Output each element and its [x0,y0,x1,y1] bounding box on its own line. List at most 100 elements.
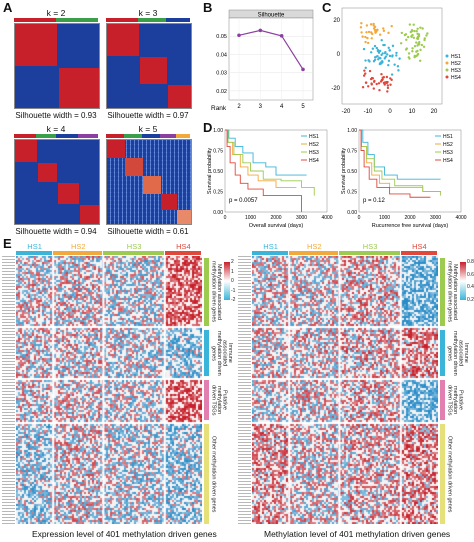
x-tick-label: -10 [364,109,373,115]
row-group-label: Other methylation driven genes [446,435,453,513]
scatter-point [375,82,378,86]
row-group-bar [440,424,445,524]
data-point [279,34,284,38]
survival-curve-hs4 [359,129,431,198]
scatter-point [382,27,385,30]
row-group-label: Other methylation driven genes [210,435,217,513]
legend-label: HS4 [443,158,453,164]
scatter-point [411,47,414,50]
consensus-title-k4: k = 4 [46,124,66,134]
scatter-point [393,63,396,66]
row-dendrogram-left [2,256,15,524]
scatter-point [383,52,387,55]
scatter-point [400,31,404,35]
scatter-point [405,38,408,41]
legend-marker [445,75,449,79]
cluster-bar [78,134,98,138]
cluster-bar [56,18,98,22]
y-tick-label: 0.00 [213,210,223,216]
y-tick-label: 0.03 [216,71,227,77]
scatter-point [389,83,392,86]
scatter-point [373,56,377,59]
scatter-point [398,57,401,60]
scatter-point [369,23,373,26]
scatter-point [387,46,390,50]
scatter-point [378,56,381,60]
panel-label-a: A [3,0,13,15]
scatter-point [372,24,375,27]
legend-marker [445,68,449,72]
cluster-bar [14,18,56,22]
cluster-bar [138,18,166,22]
scatter-point [391,55,394,58]
group-bar-hs4 [164,251,201,255]
row-group-label: Putative methylation driven TSGs [210,384,228,416]
scatter-point [395,54,398,57]
legend-label: HS2 [309,142,319,148]
scatter-point [413,55,416,59]
scatter-point [360,22,363,25]
scatter-point [370,82,373,85]
scatter-point [370,31,373,34]
x-axis-label: Rank [211,105,227,112]
y-tick-label: -20 [331,86,340,92]
expression-heatmap [16,256,202,524]
scatter-point [382,81,386,85]
row-group-label: Methylation associated methylation drive… [446,261,459,323]
color-scale-tick: -1 [231,287,236,294]
cluster-bar [14,134,36,138]
scatter-point [403,33,407,37]
cluster-bar [56,134,78,138]
y-tick-label: 0.75 [347,149,357,155]
row-group-label: Methylation associated methylation drive… [210,261,223,323]
silhouette-width-k2: Silhouette width = 0.93 [15,111,97,120]
panel-label-c: C [322,0,332,15]
x-tick-label: 3000 [296,215,307,221]
x-tick-label: 0 [388,109,392,115]
group-label-hs1: HS1 [27,242,42,251]
row-group-label: Putative methylation driven TSGs [446,384,464,416]
x-tick-label: 3000 [430,215,441,221]
scatter-point [415,50,418,53]
scatter-point [420,43,424,47]
right-heatmap-caption: Methylation level of 401 methylation dri… [264,529,451,539]
chart-title: Silhouette [258,13,285,19]
scatter-point [366,41,370,45]
p-value-annotation: p = 0.12 [363,198,386,204]
x-tick-label: 4000 [321,215,332,221]
scatter-point [386,53,389,56]
scatter-point [364,66,367,70]
scatter-point [412,36,416,39]
row-group-label: Immune associated methylation driven gen… [210,330,234,376]
scatter-point [376,49,380,53]
panel-label-b: B [203,0,213,15]
x-tick-label: 0 [358,215,361,221]
consensus-title-k2: k = 2 [46,8,66,18]
scatter-point [364,35,367,39]
legend-label: HS1 [309,134,319,140]
scatter-point [413,29,416,33]
plot-area [228,17,314,101]
scatter-point [397,69,400,72]
scatter-point [396,65,400,68]
legend-label: HS2 [443,142,453,148]
scatter-point [373,79,376,83]
consensus-matrix-k2 [14,23,100,109]
legend-label: HS3 [451,68,461,74]
cluster-bar [124,134,142,138]
scatter-point [369,51,373,54]
color-scale-tick: 0.6 [467,271,474,278]
scatter-point [366,36,369,40]
color-scale-tick: 0.4 [467,284,474,291]
scatter-point [388,54,392,58]
scatter-point [373,44,377,48]
scatter-point [365,24,369,27]
scatter-point [370,76,374,80]
survival-curve-hs3 [225,129,315,196]
scatter-point [370,37,373,40]
group-label-hs4: HS4 [176,242,191,251]
scatter-point [390,24,393,28]
scatter-point [378,88,381,92]
survival-curve-hs3 [359,129,442,196]
group-label-hs3: HS3 [126,242,142,251]
